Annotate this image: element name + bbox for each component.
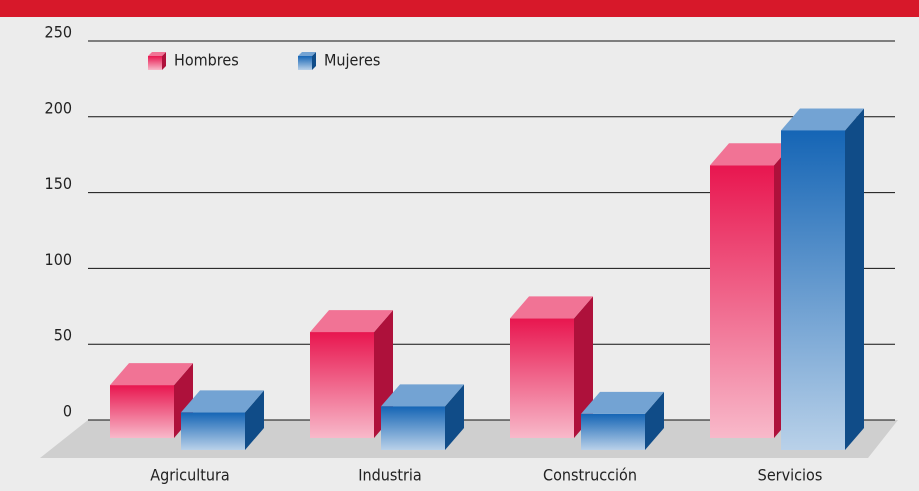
bar xyxy=(110,363,193,438)
title-banner xyxy=(0,0,919,17)
bar-front xyxy=(781,130,845,450)
bar-front xyxy=(381,406,445,450)
legend-swatch xyxy=(148,56,162,70)
bar-top xyxy=(710,143,793,166)
bar-top xyxy=(510,296,593,319)
bar-side xyxy=(445,384,464,450)
legend-swatch-side xyxy=(162,52,166,70)
bar xyxy=(510,296,593,438)
bar-side xyxy=(645,391,664,450)
legend-swatch-top xyxy=(298,52,316,56)
bar-top xyxy=(310,310,393,333)
bar-side xyxy=(845,108,864,450)
legend-swatch-top xyxy=(148,52,166,56)
x-tick-label: Agricultura xyxy=(150,466,229,485)
bar xyxy=(710,143,793,438)
bar-front xyxy=(310,332,374,438)
legend-label: Mujeres xyxy=(324,51,380,70)
x-tick-label: Servicios xyxy=(758,466,823,485)
bar-top xyxy=(181,390,264,413)
y-tick-label: 200 xyxy=(45,98,72,117)
legend-label: Hombres xyxy=(174,51,239,70)
x-tick-label: Industria xyxy=(358,466,422,485)
bar-front xyxy=(110,385,174,438)
legend-swatch xyxy=(298,56,312,70)
bar-side xyxy=(245,390,264,450)
legend-swatch-side xyxy=(312,52,316,70)
bar-front xyxy=(581,413,645,450)
bar-top xyxy=(110,363,193,386)
bar-side xyxy=(574,296,593,438)
y-tick-label: 150 xyxy=(45,174,72,193)
bar-front xyxy=(710,165,774,438)
bar xyxy=(581,391,664,450)
y-tick-label: 0 xyxy=(63,402,72,421)
bar-top xyxy=(781,108,864,131)
bar-top xyxy=(381,384,464,407)
bar-top xyxy=(581,391,664,414)
bar xyxy=(381,384,464,450)
y-tick-label: 250 xyxy=(45,23,72,42)
bar-front xyxy=(510,318,574,438)
y-tick-label: 100 xyxy=(45,250,72,269)
bar xyxy=(310,310,393,438)
bar-front xyxy=(181,412,245,450)
bar xyxy=(781,108,864,450)
bar xyxy=(181,390,264,450)
y-tick-label: 50 xyxy=(54,326,72,345)
x-tick-label: Construcción xyxy=(543,466,637,485)
